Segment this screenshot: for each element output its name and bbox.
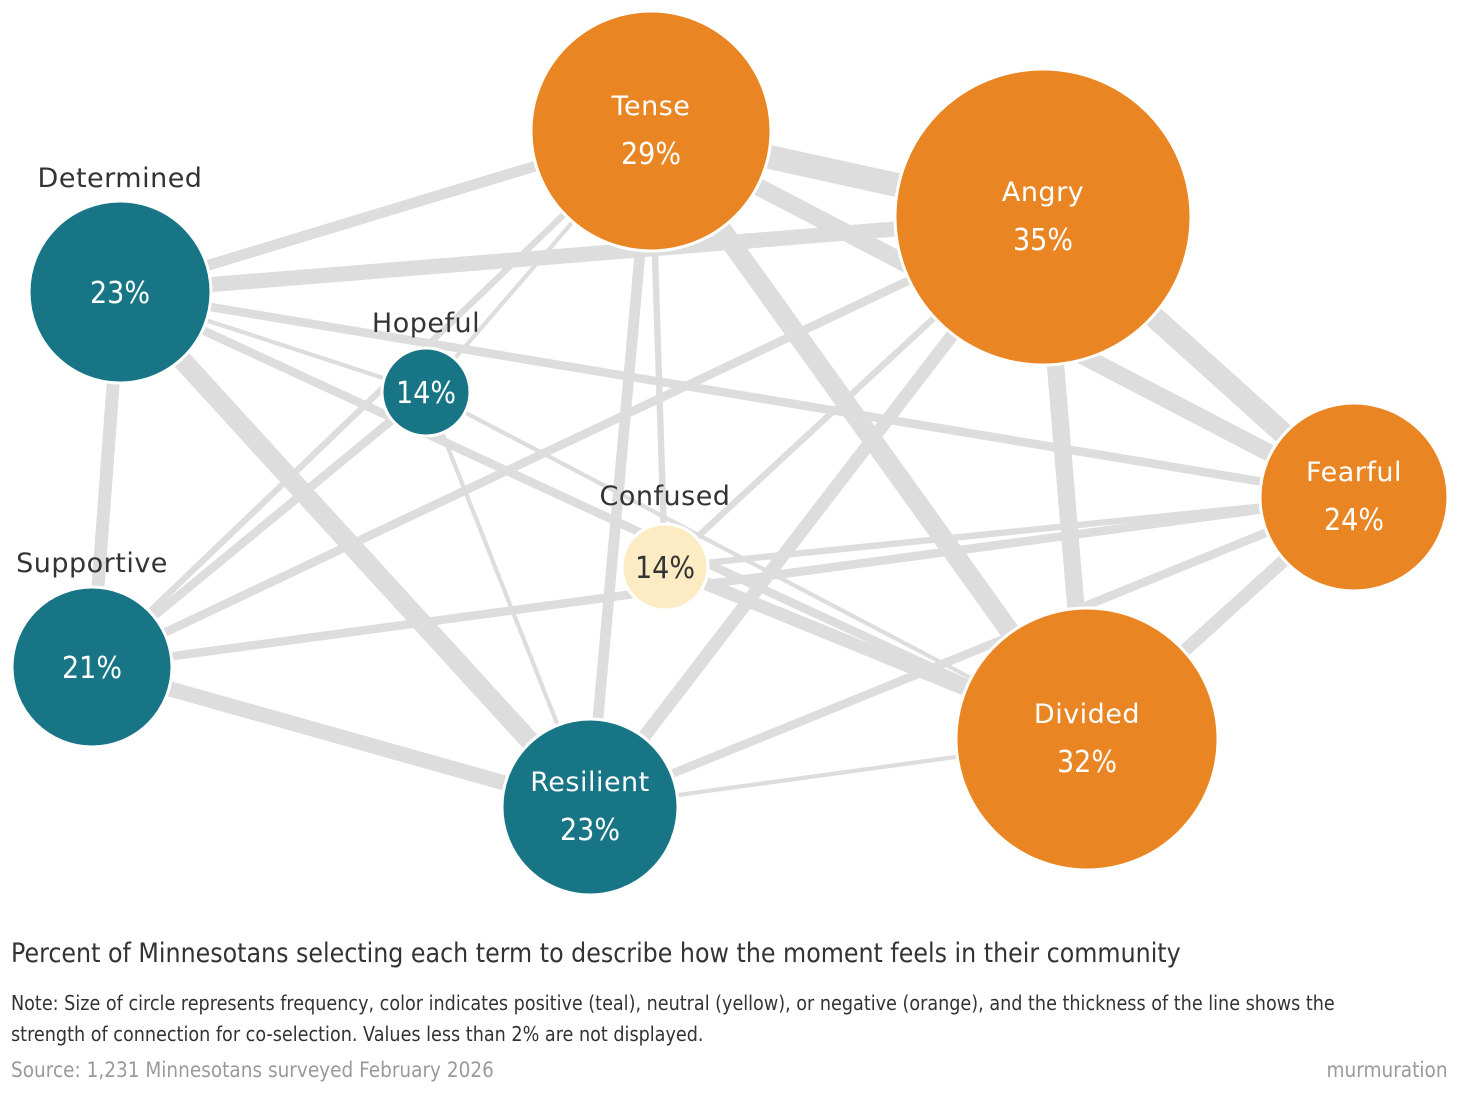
node-value-confused: 14% [635,551,695,586]
edge-determined-fearful [119,287,1355,502]
node-value-hopeful: 14% [396,376,456,411]
node-value-resilient: 23% [560,813,620,848]
node-label-resilient: Resilient [530,767,650,798]
node-determined: Determined 23% [27,163,213,385]
node-angry: Angry 35% [893,67,1193,367]
brand-logo-text: murmuration [1326,1058,1448,1082]
edge-supportive-tense [89,128,654,670]
edge-confused-fearful [664,493,1355,571]
node-label-divided: Divided [1034,699,1140,730]
node-resilient: Resilient 23% [500,717,680,897]
edge-determined-resilient [112,285,598,814]
chart-note: Note: Size of circle represents frequenc… [11,991,1335,1046]
edge-supportive-angry [90,213,1045,671]
edge-supportive-fearful [91,492,1355,672]
node-layer: Tense29%Angry35%Determined23%Hopeful14%C… [10,9,1450,897]
node-value-divided: 32% [1057,745,1117,780]
node-circle-fearful [1258,401,1450,593]
node-value-fearful: 24% [1324,503,1384,538]
node-tense: Tense 29% [529,9,773,253]
node-label-confused: Confused [600,481,731,512]
chart-source: Source: 1,231 Minnesotans surveyed Febru… [11,1058,494,1082]
edge-determined-divided [118,288,1089,743]
node-circle-confused [620,522,710,612]
node-label-determined: Determined [38,163,203,194]
node-label-supportive: Supportive [16,548,168,579]
node-value-determined: 23% [90,276,150,311]
node-label-angry: Angry [1002,177,1084,208]
node-label-hopeful: Hopeful [372,308,480,339]
network-diagram: Tense29%Angry35%Determined23%Hopeful14%C… [10,9,1450,897]
node-label-fearful: Fearful [1306,457,1402,488]
node-value-supportive: 21% [62,651,122,686]
node-circle-resilient [500,717,680,897]
node-fearful: Fearful 24% [1258,401,1450,593]
node-circle-hopeful [380,346,472,438]
node-circle-determined [27,199,213,385]
node-confused: Confused 14% [600,481,731,612]
node-circle-divided [954,606,1220,872]
chart-caption: Percent of Minnesotans selecting each te… [11,938,1181,969]
node-value-tense: 29% [621,137,681,172]
node-circle-supportive [10,585,174,749]
edge-determined-angry [119,209,1044,300]
node-label-tense: Tense [611,91,691,122]
edge-resilient-fearful [588,493,1356,811]
node-supportive: Supportive 21% [10,548,174,749]
node-circle-angry [893,67,1193,367]
node-value-angry: 35% [1013,223,1073,258]
node-hopeful: Hopeful 14% [372,308,480,438]
node-circle-tense [529,9,773,253]
node-divided: Divided 32% [954,606,1220,872]
